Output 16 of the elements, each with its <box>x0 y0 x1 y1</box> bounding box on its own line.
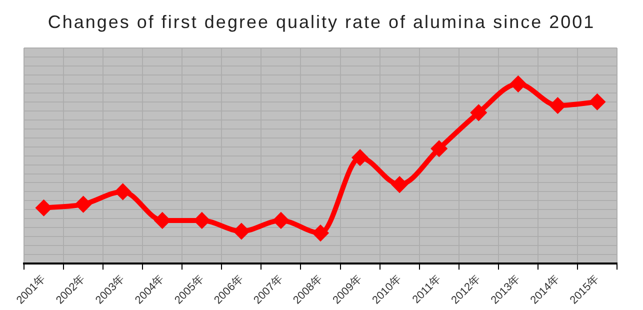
point <box>194 212 210 228</box>
point <box>76 196 91 212</box>
point <box>510 76 526 92</box>
point <box>352 150 368 166</box>
point <box>273 212 288 228</box>
point <box>36 200 52 216</box>
chart-title: Changes of first degree quality rate of alumina since 2001 <box>46 12 596 33</box>
point <box>471 105 486 120</box>
point <box>590 94 605 110</box>
point <box>313 226 328 241</box>
point <box>154 212 170 228</box>
point <box>115 184 130 200</box>
point <box>432 141 447 156</box>
point <box>392 177 408 192</box>
point <box>550 98 566 113</box>
point <box>234 224 249 239</box>
